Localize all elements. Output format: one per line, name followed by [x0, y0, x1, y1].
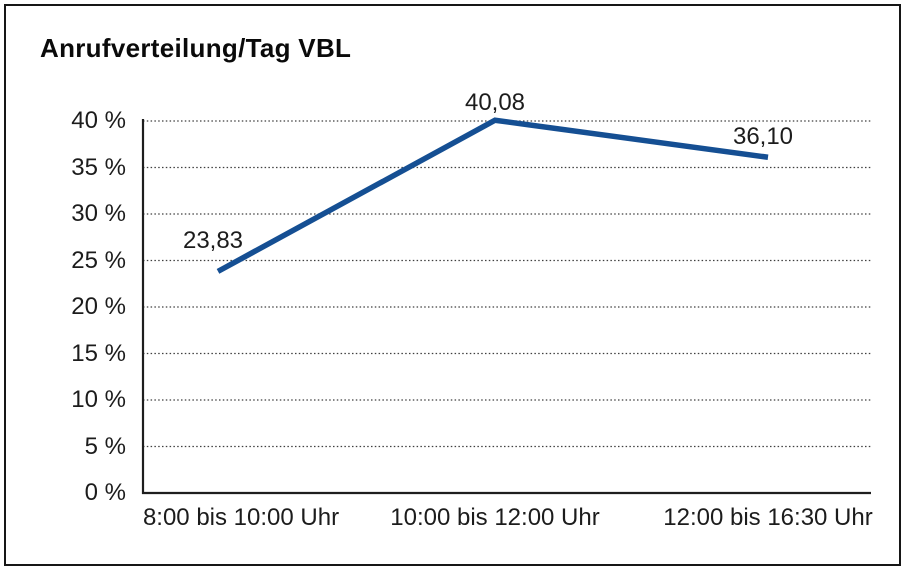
x-axis-category-label: 12:00 bis 16:30 Uhr: [663, 504, 873, 531]
y-axis-tick-label: 0 %: [84, 479, 126, 506]
y-axis-tick-label: 40 %: [71, 107, 126, 134]
y-axis-tick-label: 30 %: [71, 200, 126, 227]
data-point-label: 36,10: [732, 123, 794, 151]
y-axis-tick-label: 35 %: [71, 153, 126, 181]
y-axis-tick-label: 20 %: [71, 293, 126, 320]
data-point-label: 40,08: [464, 89, 526, 117]
series-line: [216, 117, 769, 274]
data-point-label: 23,83: [182, 227, 244, 255]
chart-title: Anrufverteilung/Tag VBL: [40, 33, 352, 63]
chart-border: [4, 4, 901, 566]
y-axis-tick-label: 15 %: [71, 339, 126, 367]
y-axis-tick-label: 10 %: [71, 386, 126, 413]
y-axis-tick-label: 5 %: [84, 432, 126, 460]
x-axis-category-label: 10:00 bis 12:00 Uhr: [390, 504, 600, 531]
x-axis-category-label: 8:00 bis 10:00 Uhr: [142, 504, 340, 531]
y-axis-tick-label: 25 %: [71, 246, 126, 274]
